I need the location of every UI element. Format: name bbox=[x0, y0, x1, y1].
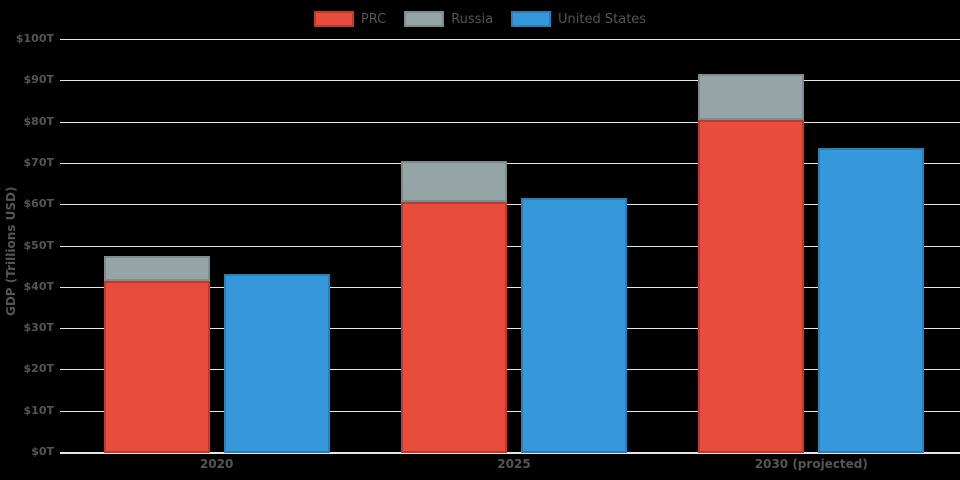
bar-russia-2030-projected[interactable] bbox=[698, 74, 805, 120]
y-tick-label: $30T bbox=[23, 321, 54, 335]
bar-united-states-2020[interactable] bbox=[223, 274, 330, 453]
y-gridline bbox=[60, 121, 960, 123]
legend-swatch-prc bbox=[313, 11, 354, 27]
y-gridline bbox=[60, 39, 960, 40]
legend-item-russia[interactable]: Russia bbox=[404, 11, 493, 27]
legend-item-prc[interactable]: PRC bbox=[313, 11, 387, 27]
legend-label-prc: PRC bbox=[360, 11, 387, 27]
y-tick-label: $40T bbox=[23, 279, 54, 293]
legend-swatch-united-states bbox=[511, 11, 552, 27]
y-gridline bbox=[60, 162, 960, 164]
x-axis-line bbox=[60, 451, 960, 454]
legend: PRC Russia United States bbox=[0, 11, 960, 27]
bar-united-states-2025[interactable] bbox=[521, 198, 627, 453]
y-tick-label: $90T bbox=[23, 73, 54, 87]
y-gridline bbox=[60, 204, 960, 206]
x-tick-label-2020: 2020 bbox=[199, 457, 234, 471]
y-tick-label: $80T bbox=[23, 114, 54, 128]
y-tick-label: $100T bbox=[15, 32, 54, 45]
y-tick-label: $70T bbox=[23, 155, 54, 169]
y-tick-label: $10T bbox=[23, 403, 54, 417]
bar-prc-2030-projected[interactable] bbox=[698, 119, 805, 453]
y-gridline bbox=[60, 286, 960, 288]
bar-prc-2025[interactable] bbox=[401, 202, 507, 453]
bar-russia-2025[interactable] bbox=[401, 160, 507, 203]
bar-prc-2020[interactable] bbox=[103, 280, 210, 453]
x-tick-label-2030-projected: 2030 (projected) bbox=[754, 457, 868, 471]
y-tick-label: $20T bbox=[23, 362, 54, 376]
y-tick-label: $50T bbox=[23, 238, 54, 252]
x-tick-label-2025: 2025 bbox=[497, 457, 531, 471]
legend-label-united-states: United States bbox=[558, 11, 647, 27]
legend-label-russia: Russia bbox=[451, 11, 494, 27]
bar-united-states-2030-projected[interactable] bbox=[818, 148, 925, 453]
y-gridline bbox=[60, 328, 960, 330]
legend-item-united-states[interactable]: United States bbox=[511, 11, 646, 27]
y-tick-label: $60T bbox=[23, 197, 54, 211]
y-tick-label: $0T bbox=[31, 445, 54, 458]
y-gridline bbox=[60, 245, 960, 247]
y-gridline bbox=[60, 80, 960, 82]
y-gridline bbox=[60, 410, 960, 412]
legend-swatch-russia bbox=[404, 11, 445, 27]
y-gridline bbox=[60, 369, 960, 371]
bar-russia-2020[interactable] bbox=[103, 255, 210, 281]
